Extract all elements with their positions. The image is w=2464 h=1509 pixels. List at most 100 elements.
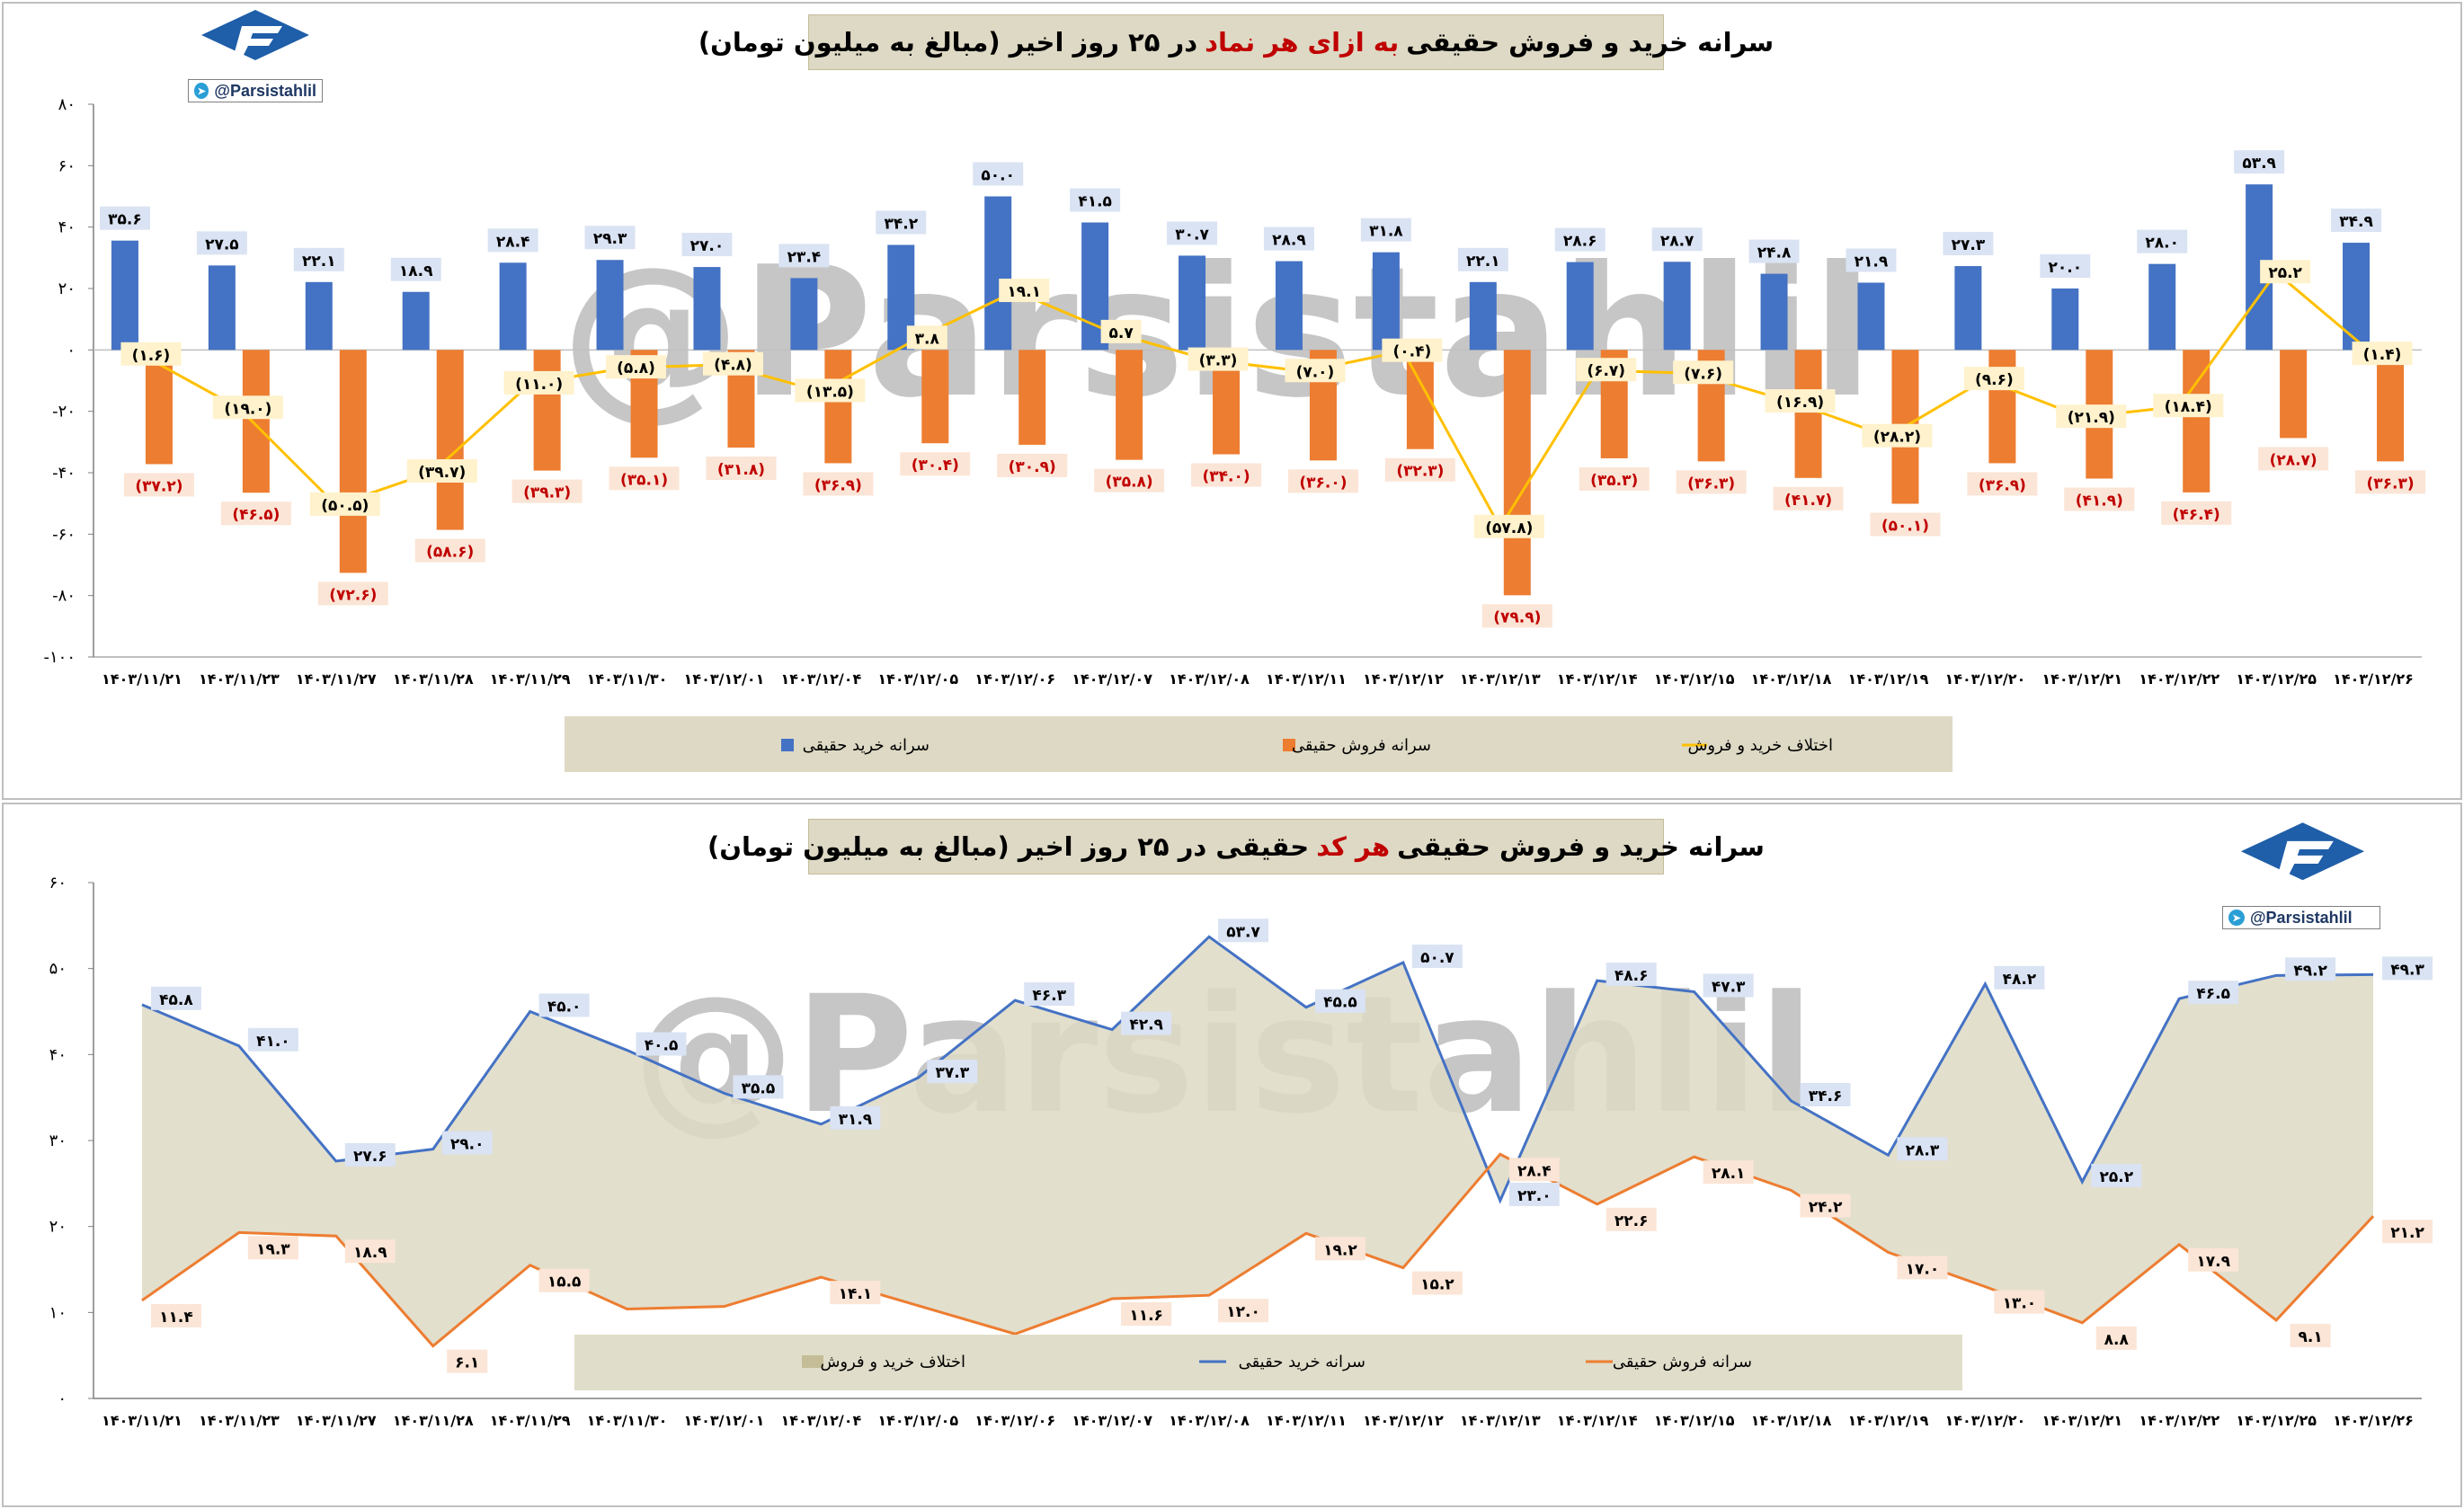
buy-data-label: ۵۰.۰ bbox=[981, 167, 1015, 185]
x-tick-label: ۱۴۰۳/۱۲/۰۴ bbox=[780, 670, 861, 688]
sell-data-label: (۷۹.۹) bbox=[1493, 608, 1541, 626]
buy-bar bbox=[1275, 261, 1303, 351]
sell-data-label: ۱۹.۲ bbox=[1323, 1241, 1357, 1259]
sell-data-label: (۷۲.۶) bbox=[329, 586, 377, 604]
sell-data-label: ۱۳.۰ bbox=[2003, 1295, 2037, 1313]
buy-data-label: ۴۹.۳ bbox=[2390, 961, 2424, 979]
buy-data-label: ۳۷.۳ bbox=[935, 1064, 969, 1082]
diff-data-label: (۱۸.۴) bbox=[2165, 398, 2212, 416]
x-tick-label: ۱۴۰۳/۱۲/۲۱ bbox=[2041, 670, 2122, 688]
sell-data-label: (۳۰.۴) bbox=[912, 457, 959, 475]
bottom-chart-panel: سرانه خرید و فروش حقیقی هر کد حقیقی در ۲… bbox=[2, 803, 2462, 1507]
brand-logo bbox=[188, 8, 323, 75]
diff-data-label: (۲۸.۲) bbox=[1873, 429, 1921, 447]
x-tick-label: ۱۴۰۳/۱۱/۲۱ bbox=[102, 670, 182, 688]
diff-data-label-box bbox=[795, 378, 866, 403]
sell-data-label-box bbox=[1967, 472, 2038, 496]
y-tick-label: ۴۰ bbox=[58, 218, 76, 237]
buy-data-label: ۴۶.۳ bbox=[1032, 987, 1066, 1005]
buy-data-label-box bbox=[927, 1060, 978, 1084]
top-chart-panel: سرانه خرید و فروش حقیقی به ازای هر نماد … bbox=[2, 2, 2462, 800]
legend-swatch bbox=[802, 1355, 823, 1368]
sell-data-label: (۳۵.۸) bbox=[1106, 474, 1153, 492]
buy-data-label-box bbox=[344, 1142, 396, 1167]
sell-data-label-box bbox=[997, 453, 1068, 477]
sell-bar bbox=[921, 350, 949, 444]
buy-data-label: ۲۸.۷ bbox=[1660, 232, 1695, 250]
diff-data-label-box bbox=[2352, 342, 2413, 366]
buy-data-label: ۲۸.۰ bbox=[2145, 235, 2179, 253]
x-tick-label: ۱۴۰۳/۱۱/۲۸ bbox=[393, 670, 474, 688]
sell-data-label: (۳۹.۳) bbox=[523, 484, 571, 502]
title-highlight: هر کد bbox=[1316, 831, 1391, 862]
sell-data-label-box bbox=[1314, 1237, 1365, 1261]
x-tick-label: ۱۴۰۳/۱۲/۰۷ bbox=[1072, 1412, 1152, 1429]
x-tick-label: ۱۴۰۳/۱۲/۱۲ bbox=[1363, 1412, 1444, 1429]
buy-bar bbox=[208, 265, 236, 351]
sell-data-label: ۱۱.۴ bbox=[159, 1309, 193, 1327]
diff-data-label-box bbox=[1576, 358, 1637, 382]
sell-data-label: (۳۶.۹) bbox=[814, 476, 862, 494]
sell-data-label-box bbox=[220, 502, 291, 526]
sell-bar bbox=[436, 350, 464, 530]
buy-data-label-box bbox=[1411, 944, 1463, 968]
diff-data-label-box bbox=[1765, 389, 1836, 413]
x-tick-label: ۱۴۰۳/۱۲/۱۹ bbox=[1848, 1412, 1929, 1429]
sell-data-label-box bbox=[830, 1281, 881, 1305]
x-tick-label: ۱۴۰۳/۱۲/۲۰ bbox=[1944, 670, 2025, 688]
x-tick-label: ۱۴۰۳/۱۲/۲۲ bbox=[2139, 1412, 2219, 1429]
sell-data-label: ۱۷.۰ bbox=[1906, 1260, 1940, 1278]
buy-data-label-box bbox=[2137, 229, 2188, 253]
diff-data-label: (۳.۳) bbox=[1199, 352, 1238, 370]
sell-data-label-box bbox=[706, 456, 777, 480]
sell-data-label-box bbox=[344, 1239, 396, 1264]
bottom-chart-svg: ۶۰ ۵۰ ۴۰ ۳۰ ۲۰ ۱۰ ۰ ۴۵.۸ ۴۱.۰ ۲۷.۶ ۲۹.۰ ۴۵.۰ ۴۰.۵ ۳۵.… bbox=[49, 874, 2433, 1429]
diff-data-label: ۵.۷ bbox=[1109, 324, 1134, 342]
buy-data-label-box bbox=[1218, 919, 1269, 943]
diff-data-label-box bbox=[1963, 367, 2024, 391]
x-tick-label: ۱۴۰۳/۱۲/۲۵ bbox=[2236, 1412, 2317, 1429]
x-tick-label: ۱۴۰۳/۱۱/۲۱ bbox=[102, 1412, 182, 1429]
sell-data-label-box bbox=[1703, 1160, 1754, 1185]
x-tick-label: ۱۴۰۳/۱۲/۲۰ bbox=[1944, 1412, 2025, 1429]
sell-data-label: ۹.۱ bbox=[2299, 1328, 2323, 1346]
sell-data-label-box bbox=[609, 466, 680, 491]
buy-data-label-box bbox=[150, 986, 201, 1010]
y-tick-label: ۲۰ bbox=[49, 1218, 67, 1237]
buy-data-label-box bbox=[973, 162, 1024, 186]
buy-data-label: ۲۷.۵ bbox=[205, 235, 239, 253]
sell-data-label: (۳۵.۳) bbox=[1590, 472, 1638, 490]
sell-data-label: (۴۶.۴) bbox=[2173, 506, 2220, 524]
sell-data-label-box bbox=[1094, 468, 1165, 493]
sell-data-label: (۳۶.۳) bbox=[2366, 475, 2414, 493]
title-part: حقیقی در ۲۵ روز اخیر (مبالغ به میلیون تو… bbox=[707, 831, 1310, 862]
sell-data-label: (۴۱.۹) bbox=[2076, 492, 2123, 510]
y-tick-label: ۰ bbox=[67, 341, 76, 359]
sell-data-label: ۱۱.۶ bbox=[1129, 1307, 1163, 1325]
sell-data-label: (۳۷.۲) bbox=[135, 477, 182, 495]
x-tick-label: ۱۴۰۳/۱۲/۱۵ bbox=[1654, 1412, 1735, 1429]
sell-bar bbox=[1116, 350, 1143, 460]
buy-data-label-box bbox=[1651, 227, 1703, 252]
buy-data-label: ۲۱.۹ bbox=[1855, 253, 1889, 271]
buy-data-label-box bbox=[293, 247, 344, 271]
sell-data-label: (۳۶.۰) bbox=[1299, 474, 1347, 492]
buy-bar bbox=[1760, 273, 1788, 351]
sell-data-label-box bbox=[1897, 1256, 1948, 1280]
x-tick-label: ۱۴۰۳/۱۲/۱۸ bbox=[1751, 670, 1832, 688]
brand-logo bbox=[2224, 821, 2381, 896]
x-tick-label: ۱۴۰۳/۱۲/۲۲ bbox=[2139, 670, 2219, 688]
x-tick-label: ۱۴۰۳/۱۲/۲۱ bbox=[2041, 1412, 2122, 1429]
sell-data-label-box bbox=[1121, 1302, 1172, 1327]
buy-data-label: ۳۵.۵ bbox=[742, 1079, 776, 1097]
diff-data-label: (۱۳.۵) bbox=[806, 383, 854, 401]
buy-data-label: ۲۹.۳ bbox=[593, 230, 627, 248]
sell-data-label-box bbox=[1579, 466, 1650, 491]
sell-data-label-box bbox=[2290, 1323, 2331, 1347]
diff-data-label-box bbox=[406, 458, 477, 483]
sell-data-label: (۲۸.۷) bbox=[2270, 451, 2317, 469]
buy-data-label-box bbox=[390, 257, 441, 281]
buy-bar bbox=[1663, 262, 1691, 351]
y-tick-label: ۵۰ bbox=[49, 960, 67, 979]
buy-data-label: ۳۱.۹ bbox=[839, 1111, 873, 1129]
